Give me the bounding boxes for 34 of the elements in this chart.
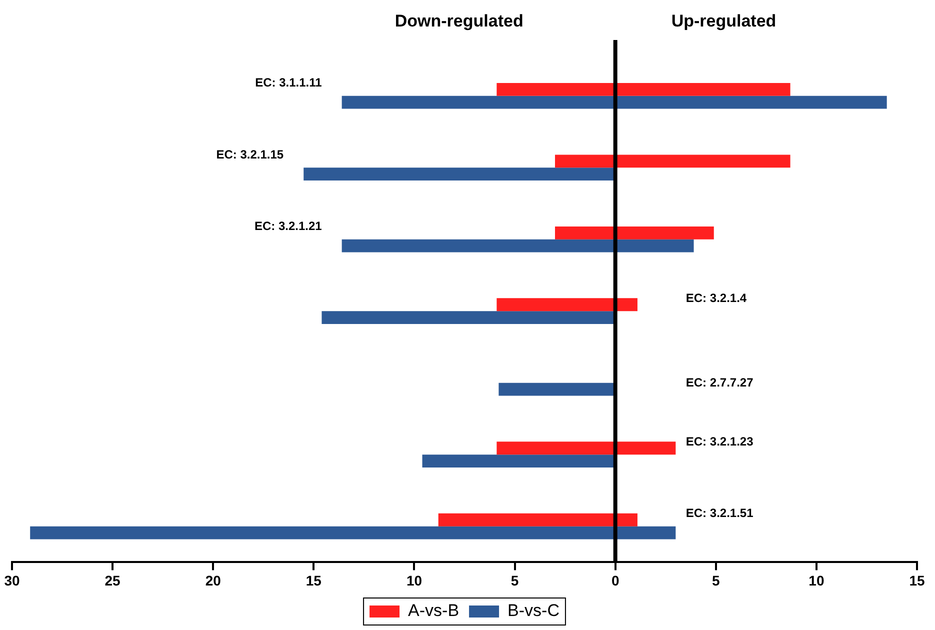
bar [555, 154, 790, 168]
bar [498, 382, 614, 396]
bar [322, 311, 614, 324]
y-tick-label: EC: 3.2.1.4 [686, 290, 747, 305]
bar [496, 298, 638, 312]
x-tick-label: 5 [510, 572, 519, 588]
x-tick-label: 15 [306, 572, 322, 588]
x-tick-label: 0 [611, 572, 620, 588]
x-tick-label: 30 [4, 572, 20, 588]
bar [555, 226, 714, 240]
y-tick-label: EC: 3.2.1.21 [254, 219, 322, 234]
legend-label: A-vs-B [408, 601, 460, 620]
y-tick-label: EC: 3.2.1.23 [686, 434, 754, 448]
x-tick-label: 10 [406, 572, 422, 588]
text: Down-regulated [394, 12, 524, 31]
bar [422, 454, 614, 468]
bar [496, 82, 790, 96]
x-tick-label: 5 [712, 572, 720, 588]
x-tick-label: 20 [205, 572, 222, 588]
y-tick-label: EC: 3.2.1.15 [216, 147, 284, 162]
bar [496, 442, 676, 455]
bar [438, 513, 638, 526]
bar [304, 168, 614, 181]
x-tick-label: 25 [104, 572, 121, 588]
text: Up-regulated [671, 12, 776, 31]
legend-label: B-vs-C [508, 601, 560, 620]
x-tick-label: 15 [909, 572, 925, 588]
x-tick-label: 10 [808, 572, 824, 588]
bar [30, 526, 676, 540]
y-tick-label: EC: 3.1.1.11 [255, 76, 322, 90]
y-tick-label: EC: 2.7.7.27 [686, 376, 754, 390]
y-tick-label: EC: 3.2.1.51 [686, 506, 754, 520]
bar [342, 239, 694, 252]
bar [342, 96, 887, 109]
